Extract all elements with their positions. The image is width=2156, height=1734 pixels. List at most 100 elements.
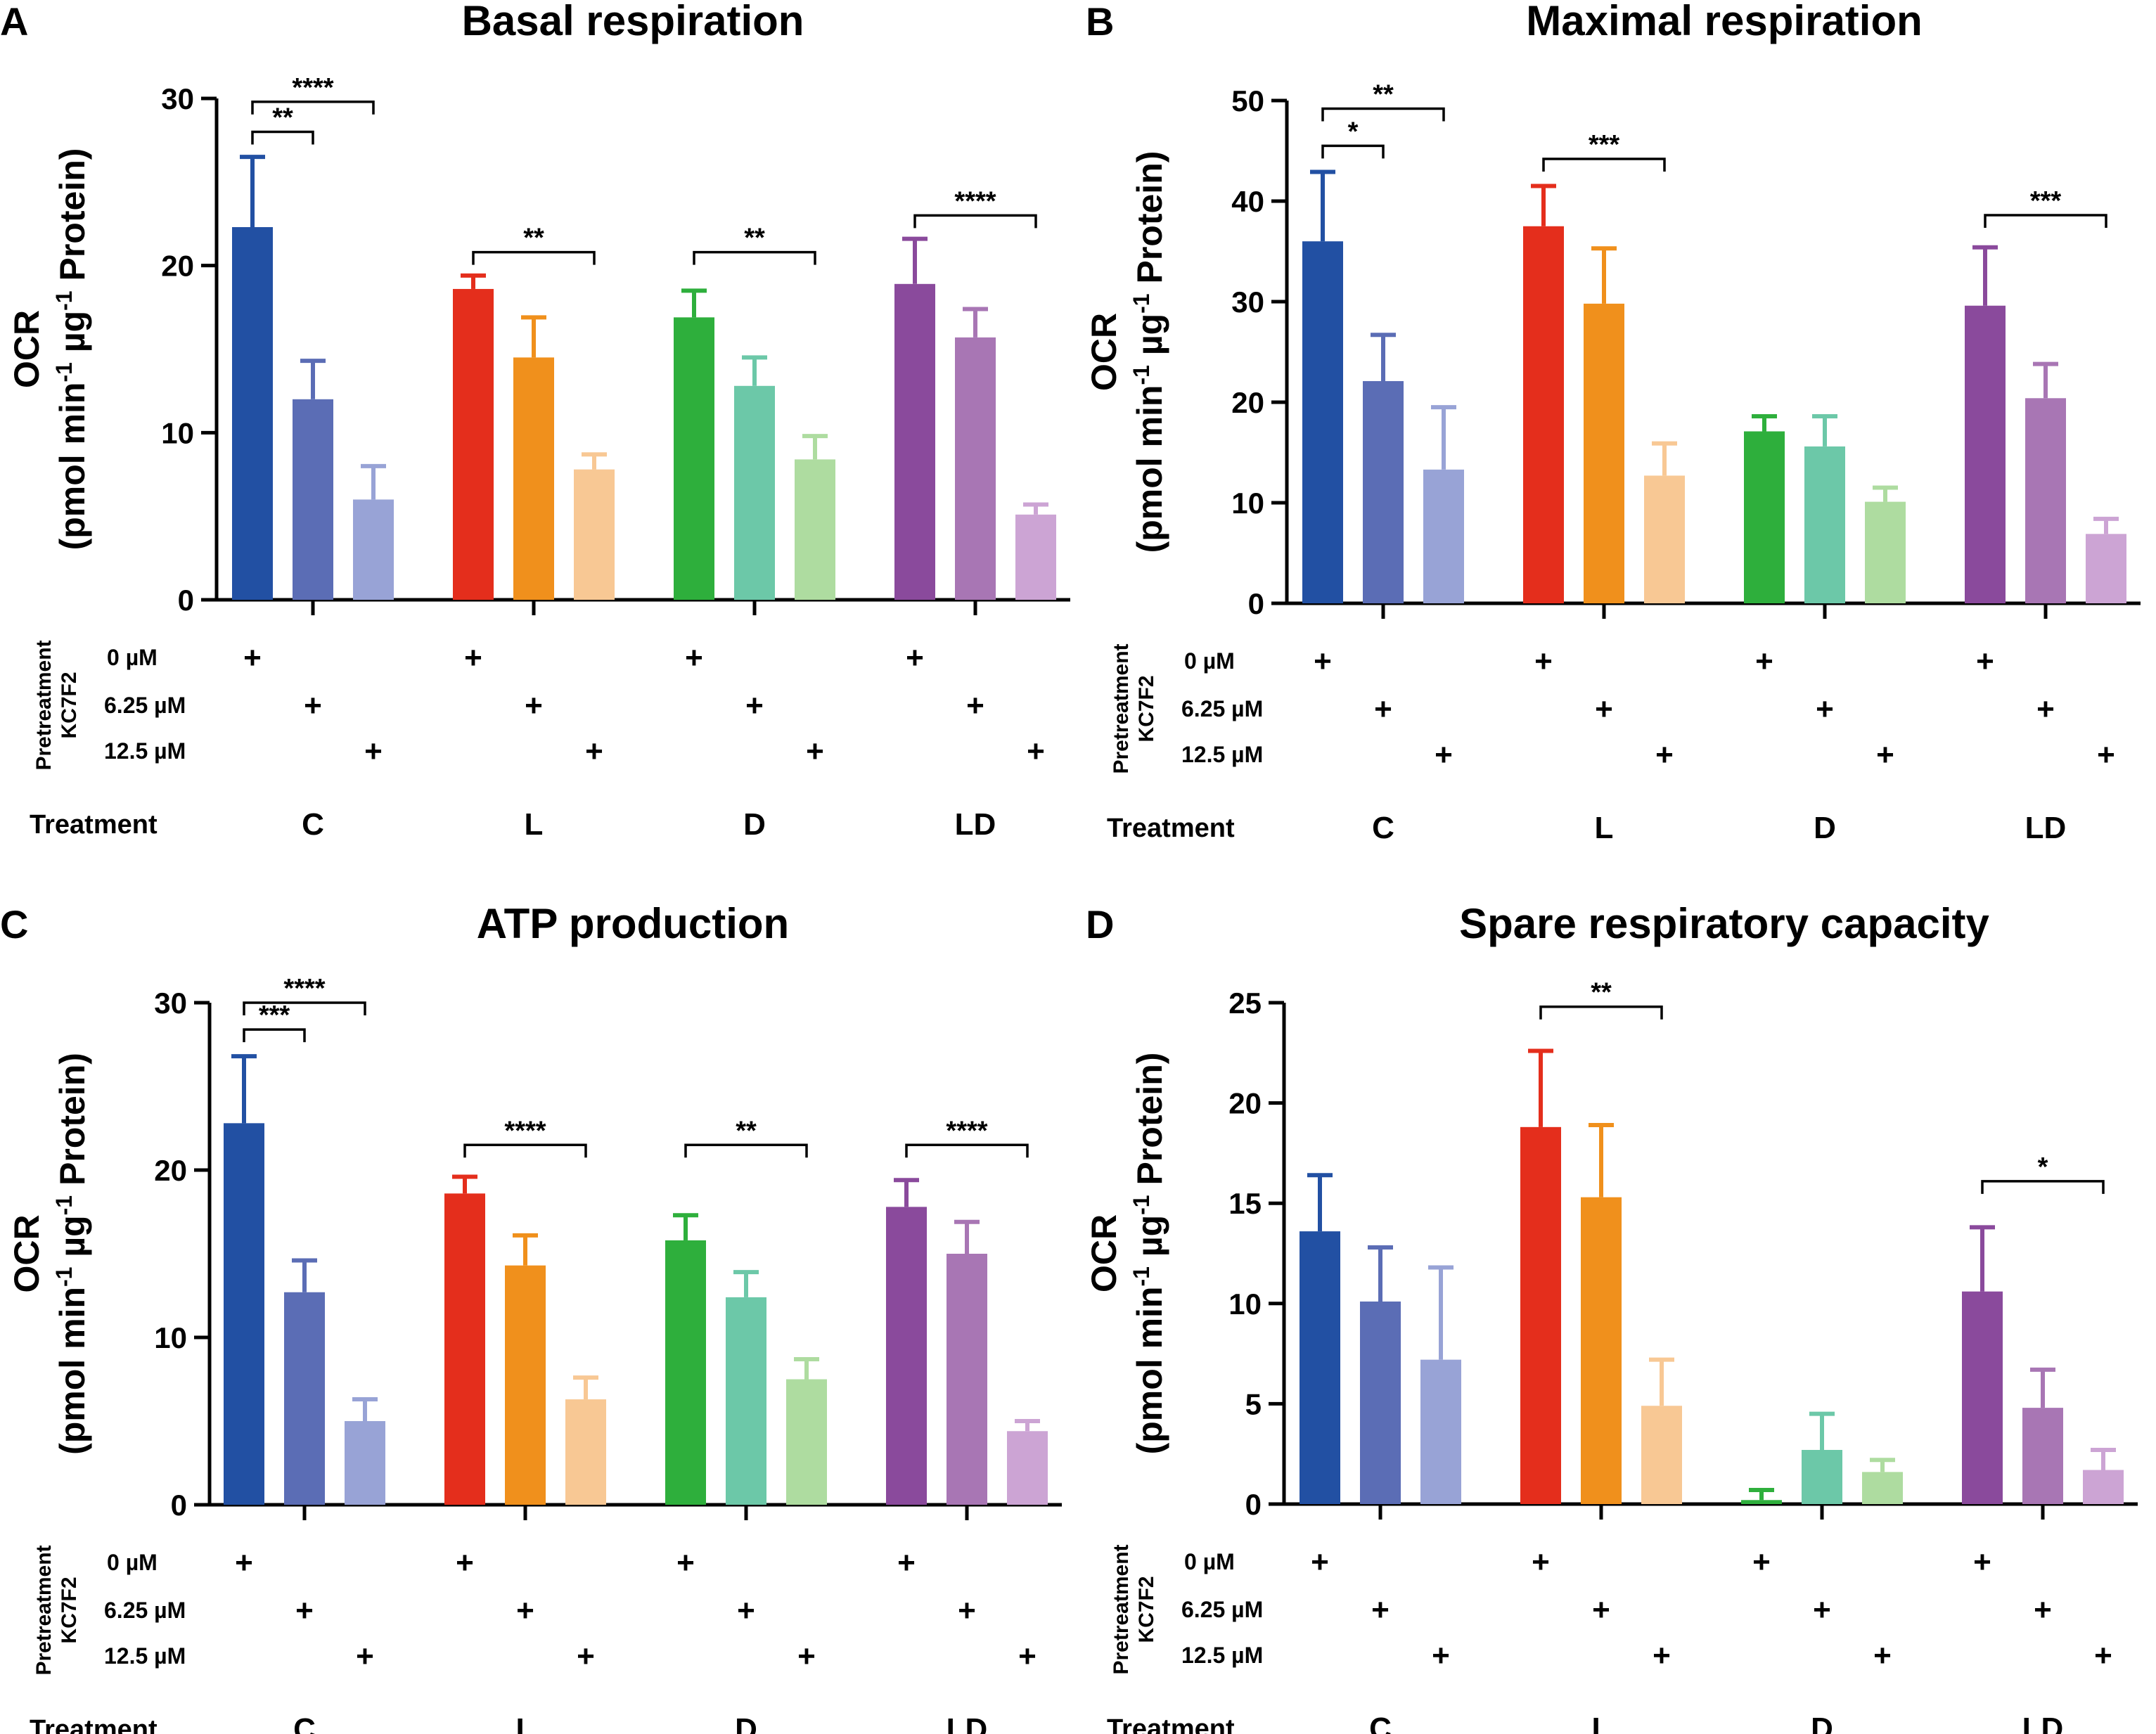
bar (1962, 1291, 2003, 1504)
bar (2022, 1408, 2063, 1504)
treatment-label: L (1595, 811, 1614, 845)
plus-sign: + (966, 688, 984, 723)
bar (284, 1292, 325, 1505)
plus-sign: + (1532, 1545, 1550, 1579)
significance-bracket (243, 1001, 366, 1015)
y-tick-label: 10 (1231, 487, 1264, 520)
bar (734, 385, 775, 600)
y-tick-label: 30 (1231, 285, 1264, 319)
chart-title: ATP production (477, 900, 789, 947)
dose-label: 0 µM (107, 1550, 158, 1575)
plus-sign: + (797, 1639, 816, 1674)
plus-sign: + (1595, 692, 1613, 726)
significance-label: **** (946, 1116, 987, 1145)
panel-D: D Spare respiratory capacity OCR(pmol min-… (1084, 900, 2138, 1734)
plus-sign: + (235, 1546, 253, 1580)
y-tick-label: 0 (1248, 587, 1264, 620)
plus-sign: + (1534, 644, 1553, 679)
bar (513, 357, 554, 600)
y-tick-label: 20 (1231, 386, 1264, 419)
y-tick-label: 20 (154, 1154, 187, 1187)
significance-bracket (1321, 107, 1445, 122)
y-axis-label-units: (pmol min-1 µg-1 Protein) (51, 148, 92, 551)
bar (726, 1297, 766, 1505)
bar (1523, 226, 1564, 603)
bar (947, 1254, 987, 1505)
plus-sign: + (1752, 1545, 1771, 1579)
plus-sign: + (464, 641, 482, 675)
chart-title: Basal respiration (462, 0, 804, 44)
bar (1581, 1197, 1622, 1504)
kc7f2-label: KC7F2 (1135, 1576, 1158, 1643)
treatment-label: L (516, 1712, 535, 1734)
bar (1965, 305, 2006, 603)
bar (565, 1399, 606, 1505)
plus-sign: + (295, 1593, 314, 1628)
treatment-label: L (525, 807, 544, 842)
plus-sign: + (2036, 692, 2055, 726)
chart-title: Spare respiratory capacity (1459, 900, 1989, 947)
dose-label: 0 µM (107, 645, 158, 670)
significance-label: *** (1589, 130, 1620, 160)
significance-bracket (905, 1143, 1029, 1158)
significance-bracket (1321, 144, 1385, 159)
y-tick-label: 25 (1228, 987, 1262, 1020)
y-tick-label: 30 (161, 82, 194, 115)
treatment-label: C (1369, 1711, 1392, 1734)
bar (2083, 1470, 2124, 1504)
treatment-label: LD (947, 1712, 988, 1734)
kc7f2-label: KC7F2 (58, 672, 81, 738)
bar (786, 1379, 827, 1505)
significance-label: ** (1591, 978, 1612, 1008)
significance-label: * (2038, 1152, 2048, 1182)
bar (505, 1265, 546, 1505)
plus-sign: + (364, 734, 383, 769)
y-axis-label-units: (pmol min-1 µg-1 Protein) (1129, 1053, 1169, 1455)
plus-sign: + (516, 1593, 534, 1628)
panel-A: A Basal respiration OCR(pmol min-1 µg-1 Pr… (0, 0, 1070, 842)
significance-bracket (463, 1143, 587, 1158)
bar (453, 288, 494, 600)
plus-sign: + (1655, 738, 1674, 772)
treatment-label: LD (2022, 1711, 2064, 1734)
dose-label: 12.5 µM (104, 738, 186, 764)
bar (1015, 514, 1056, 600)
plus-sign: + (2094, 1638, 2112, 1673)
plus-sign: + (1311, 1545, 1329, 1579)
pretreatment-label: Pretreatment (32, 1545, 56, 1675)
significance-bracket (693, 250, 816, 265)
bar (574, 469, 615, 600)
bar (1862, 1472, 1903, 1504)
bar (1302, 241, 1343, 603)
panel-C: C ATP production OCR(pmol min-1 µg-1 Prote… (0, 900, 1062, 1734)
bar (1420, 1359, 1461, 1504)
bar (1641, 1406, 1682, 1504)
significance-label: ** (736, 1116, 757, 1145)
significance-label: **** (504, 1116, 546, 1145)
bar (1007, 1431, 1048, 1505)
plus-sign: + (1816, 692, 1834, 726)
treatment-row-label: Treatment (1107, 814, 1235, 843)
bar (1744, 431, 1785, 603)
y-tick-label: 15 (1228, 1187, 1262, 1220)
bar (2086, 534, 2126, 603)
significance-label: *** (2030, 186, 2062, 216)
plus-sign: + (1432, 1638, 1450, 1673)
plus-sign: + (1653, 1638, 1671, 1673)
bar (2025, 398, 2066, 603)
plus-sign: + (676, 1546, 695, 1580)
significance-label: **** (954, 186, 996, 216)
y-tick-label: 50 (1231, 84, 1264, 117)
pretreatment-label: Pretreatment (32, 640, 56, 770)
panel-letter: A (0, 0, 28, 44)
y-axis-label-units: (pmol min-1 µg-1 Protein) (1129, 151, 1169, 553)
treatment-row-label: Treatment (30, 810, 158, 840)
treatment-label: C (1372, 811, 1394, 845)
bar (1363, 380, 1404, 603)
bar (1644, 475, 1685, 603)
plus-sign: + (685, 641, 703, 675)
plus-sign: + (1435, 738, 1453, 772)
plus-sign: + (745, 688, 764, 723)
y-tick-label: 30 (154, 987, 187, 1020)
plus-sign: + (1813, 1593, 1831, 1627)
